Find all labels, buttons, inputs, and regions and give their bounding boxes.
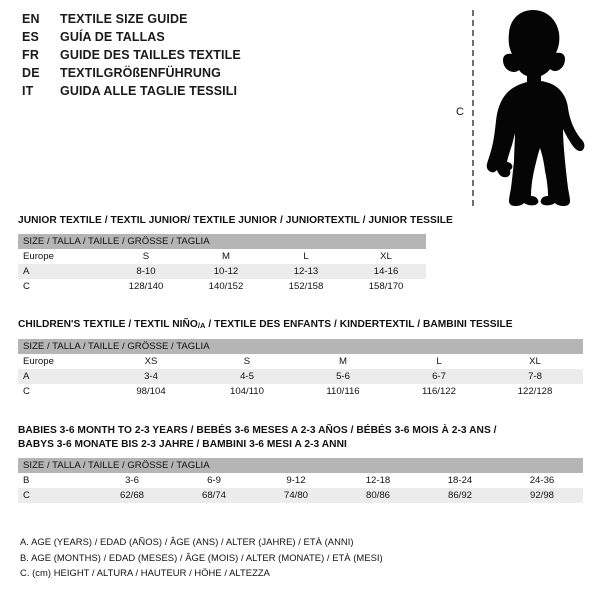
table-cell: 152/158 [266, 279, 346, 294]
section-title-sub: /A [197, 321, 206, 330]
section-children-textile: CHILDREN'S TEXTILE / TEXTIL NIÑO/A / TEX… [18, 318, 583, 399]
language-title: GUIDA ALLE TAGLIE TESSILI [60, 84, 238, 98]
language-row: ES GUÍA DE TALLAS [22, 28, 422, 46]
table-cell: 5-6 [295, 369, 391, 384]
height-dashed-line [472, 10, 474, 206]
table-cell: 6-7 [391, 369, 487, 384]
row-label: C [18, 279, 106, 294]
table-cell: 92/98 [501, 488, 583, 503]
section-title-line1: BABIES 3-6 MONTH TO 2-3 YEARS / BEBÉS 3-… [18, 425, 497, 436]
language-row: FR GUIDE DES TAILLES TEXTILE [22, 46, 422, 64]
table-cell: 14-16 [346, 264, 427, 279]
table-cell: L [391, 354, 487, 369]
babies-size-table: SIZE / TALLA / TAILLE / GRÖSSE / TAGLIA … [18, 458, 583, 503]
size-band-label: SIZE / TALLA / TAILLE / GRÖSSE / TAGLIA [18, 234, 427, 249]
section-title-pre: CHILDREN'S TEXTILE / TEXTIL NIÑO [18, 319, 198, 330]
language-code: DE [22, 66, 40, 80]
language-row: IT GUIDA ALLE TAGLIE TESSILI [22, 82, 422, 100]
table-cell: 140/152 [186, 279, 266, 294]
row-label: C [18, 488, 91, 503]
measure-label-c: C [456, 106, 464, 118]
table-cell: 74/80 [255, 488, 337, 503]
table-cell: 122/128 [487, 384, 583, 399]
table-row: Europe S M L XL [18, 249, 427, 264]
toddler-silhouette-icon [486, 10, 585, 206]
children-size-table: SIZE / TALLA / TAILLE / GRÖSSE / TAGLIA … [18, 339, 583, 399]
table-cell: M [295, 354, 391, 369]
table-cell: S [199, 354, 295, 369]
table-cell: XS [103, 354, 199, 369]
footnote-b: B. AGE (MONTHS) / EDAD (MESES) / ÂGE (MO… [20, 551, 383, 563]
table-cell: 18-24 [419, 473, 501, 488]
language-title: TEXTILGRÖßENFÜHRUNG [60, 66, 221, 80]
row-label: B [18, 473, 91, 488]
table-cell: 24-36 [501, 473, 583, 488]
table-cell: 104/110 [199, 384, 295, 399]
table-cell: 3-4 [103, 369, 199, 384]
table-row: A 3-4 4-5 5-6 6-7 7-8 [18, 369, 583, 384]
section-title-line2: BABYS 3-6 MONATE BIS 2-3 JAHRE / BAMBINI… [18, 439, 347, 450]
language-code: ES [22, 30, 40, 44]
table-cell: 9-12 [255, 473, 337, 488]
language-code: EN [22, 12, 40, 26]
table-cell: XL [487, 354, 583, 369]
section-title: CHILDREN'S TEXTILE / TEXTIL NIÑO/A / TEX… [18, 318, 583, 333]
table-cell: 6-9 [173, 473, 255, 488]
size-band-label: SIZE / TALLA / TAILLE / GRÖSSE / TAGLIA [18, 458, 583, 473]
size-band-label: SIZE / TALLA / TAILLE / GRÖSSE / TAGLIA [18, 339, 583, 354]
language-row: DE TEXTILGRÖßENFÜHRUNG [22, 64, 422, 82]
language-code: FR [22, 48, 40, 62]
language-title: GUIDE DES TAILLES TEXTILE [60, 48, 241, 62]
height-measure-figure: C [440, 0, 600, 215]
language-row: EN TEXTILE SIZE GUIDE [22, 10, 422, 28]
table-cell: 110/116 [295, 384, 391, 399]
footnote-legend: A. AGE (YEARS) / EDAD (AÑOS) / ÂGE (ANS)… [20, 534, 500, 581]
table-cell: XL [346, 249, 427, 264]
row-label: Europe [18, 354, 103, 369]
table-cell: 86/92 [419, 488, 501, 503]
section-babies-textile: BABIES 3-6 MONTH TO 2-3 YEARS / BEBÉS 3-… [18, 424, 583, 503]
table-cell: M [186, 249, 266, 264]
table-cell: 158/170 [346, 279, 427, 294]
table-cell: 7-8 [487, 369, 583, 384]
table-cell: 80/86 [337, 488, 419, 503]
row-label: A [18, 369, 103, 384]
table-cell: 3-6 [91, 473, 173, 488]
table-row: B 3-6 6-9 9-12 12-18 18-24 24-36 [18, 473, 583, 488]
table-cell: 62/68 [91, 488, 173, 503]
table-cell: 12-18 [337, 473, 419, 488]
table-row: C 128/140 140/152 152/158 158/170 [18, 279, 427, 294]
row-label: Europe [18, 249, 106, 264]
table-cell: L [266, 249, 346, 264]
table-cell: 116/122 [391, 384, 487, 399]
section-title-post: / TEXTILE DES ENFANTS / KINDERTEXTIL / B… [205, 319, 513, 330]
table-cell: 68/74 [173, 488, 255, 503]
section-junior-textile: JUNIOR TEXTILE / TEXTIL JUNIOR/ TEXTILE … [18, 214, 453, 294]
table-cell: 12-13 [266, 264, 346, 279]
table-cell: 10-12 [186, 264, 266, 279]
language-title: GUÍA DE TALLAS [60, 30, 165, 44]
row-label: C [18, 384, 103, 399]
table-cell: 128/140 [106, 279, 186, 294]
table-row: A 8-10 10-12 12-13 14-16 [18, 264, 427, 279]
language-title-block: EN TEXTILE SIZE GUIDE ES GUÍA DE TALLAS … [22, 10, 422, 100]
table-band-row: SIZE / TALLA / TAILLE / GRÖSSE / TAGLIA [18, 458, 583, 473]
table-row: C 62/68 68/74 74/80 80/86 86/92 92/98 [18, 488, 583, 503]
language-code: IT [22, 84, 34, 98]
table-row: C 98/104 104/110 110/116 116/122 122/128 [18, 384, 583, 399]
table-cell: 98/104 [103, 384, 199, 399]
table-band-row: SIZE / TALLA / TAILLE / GRÖSSE / TAGLIA [18, 234, 427, 249]
table-row: Europe XS S M L XL [18, 354, 583, 369]
footnote-c: C. (cm) HEIGHT / ALTURA / HAUTEUR / HÖHE… [20, 567, 270, 578]
table-band-row: SIZE / TALLA / TAILLE / GRÖSSE / TAGLIA [18, 339, 583, 354]
table-cell: S [106, 249, 186, 264]
table-cell: 8-10 [106, 264, 186, 279]
footnote-a: A. AGE (YEARS) / EDAD (AÑOS) / ÂGE (ANS)… [20, 536, 354, 547]
row-label: A [18, 264, 106, 279]
language-title: TEXTILE SIZE GUIDE [60, 12, 188, 26]
table-cell: 4-5 [199, 369, 295, 384]
section-title: JUNIOR TEXTILE / TEXTIL JUNIOR/ TEXTILE … [18, 215, 453, 226]
junior-size-table: SIZE / TALLA / TAILLE / GRÖSSE / TAGLIA … [18, 234, 427, 294]
